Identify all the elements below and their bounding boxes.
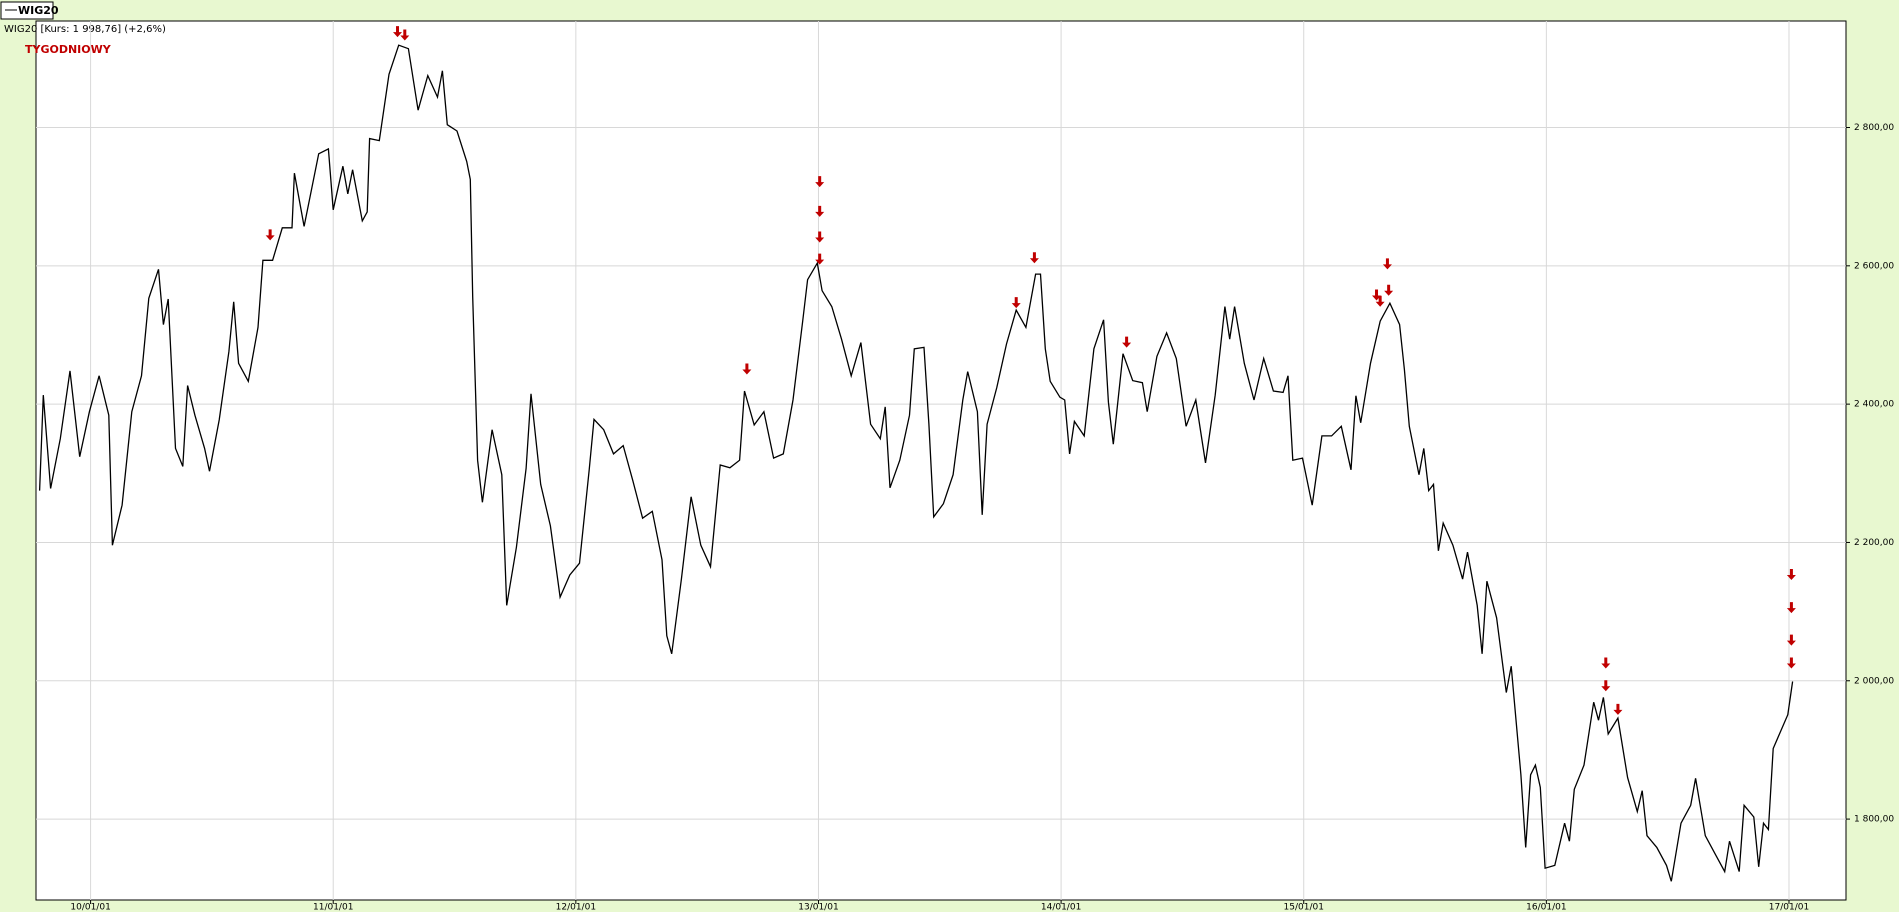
y-tick-label: 2 800,00 [1854,123,1894,133]
signal-arrow [742,363,752,375]
signal-arrow [1011,297,1021,309]
signal-arrow [1384,284,1394,296]
signal-arrow [1029,252,1039,264]
x-tick-label: 17/01/01 [1769,903,1809,912]
signal-arrow [400,29,410,41]
series-line [38,44,1794,882]
y-tick-label: 2 000,00 [1854,676,1894,686]
x-tick-label: 11/01/01 [313,903,353,912]
y-tick-label: 1 800,00 [1854,815,1894,825]
legend-label[interactable]: WIG20 [18,4,59,17]
signal-arrow [1786,568,1796,580]
signal-arrow [1786,602,1796,614]
signal-arrow [1601,680,1611,692]
x-tick-label: 12/01/01 [556,903,596,912]
annotation: TYGODNIOWY [25,43,112,56]
signal-arrow [815,253,825,265]
signal-arrow [1375,295,1385,307]
plot-area [35,20,1847,901]
x-tick-label: 10/01/01 [70,903,110,912]
x-tick-label: 13/01/01 [798,903,838,912]
x-tick-label: 14/01/01 [1041,903,1081,912]
signal-arrow [1613,703,1623,715]
subtitle: WIG20 [Kurs: 1 998,76] (+2,6%) [4,24,166,35]
signal-arrow [815,231,825,243]
signal-arrow [265,229,275,241]
signal-arrow [393,26,403,38]
y-tick-label: 2 200,00 [1854,538,1894,548]
signal-arrow [1601,657,1611,669]
signal-arrow [815,176,825,188]
signal-arrow [1786,657,1796,669]
signal-arrow [1382,258,1392,270]
signal-arrow [1122,336,1132,348]
x-tick-label: 16/01/01 [1526,903,1566,912]
y-tick-label: 2 600,00 [1854,261,1894,271]
signal-arrow [1786,634,1796,646]
signal-arrow [815,205,825,217]
x-tick-label: 15/01/01 [1284,903,1324,912]
y-tick-label: 2 400,00 [1854,400,1894,410]
legend-box[interactable] [0,1,54,20]
